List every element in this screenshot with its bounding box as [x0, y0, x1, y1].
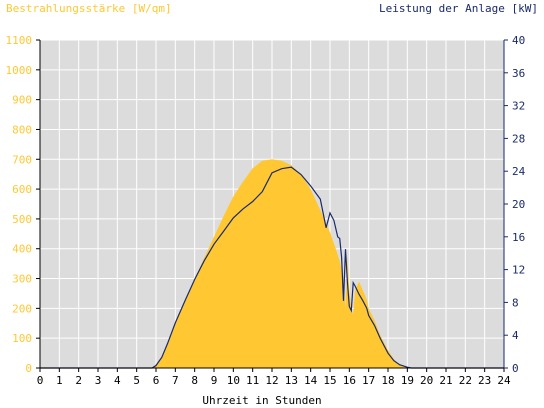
x-tick-label: 4: [114, 374, 121, 387]
x-tick-label: 17: [362, 374, 375, 387]
x-tick-label: 16: [343, 374, 356, 387]
right-tick-label: 16: [512, 231, 525, 244]
x-tick-label: 10: [227, 374, 240, 387]
x-tick-label: 22: [459, 374, 472, 387]
right-tick-label: 20: [512, 198, 525, 211]
irradiance-area: [40, 159, 504, 368]
right-axis-title: Leistung der Anlage [kW]: [379, 2, 538, 15]
x-axis-title: Uhrzeit in Stunden: [202, 394, 321, 407]
x-tick-label: 14: [304, 374, 318, 387]
x-tick-label: 9: [211, 374, 218, 387]
left-tick-label: 900: [12, 94, 32, 107]
x-tick-label: 6: [153, 374, 160, 387]
left-axis-title: Bestrahlungsstärke [W/qm]: [6, 2, 172, 15]
left-tick-label: 800: [12, 123, 32, 136]
x-tick-label: 18: [381, 374, 394, 387]
left-tick-label: 0: [25, 362, 32, 375]
left-tick-label: 100: [12, 332, 32, 345]
x-tick-label: 11: [246, 374, 259, 387]
x-tick-label: 21: [439, 374, 452, 387]
left-tick-label: 400: [12, 243, 32, 256]
irradiance-area-series: [40, 159, 504, 368]
right-tick-label: 32: [512, 100, 525, 113]
left-tick-label: 200: [12, 302, 32, 315]
x-tick-label: 5: [133, 374, 140, 387]
right-tick-label: 0: [512, 362, 519, 375]
power-line-series: [40, 166, 504, 369]
right-tick-label: 12: [512, 264, 525, 277]
x-tick-labels: 0 1 2 3 4 5 6 7 8 9 10 11 12 13 14 15 16 17 18 19 20 21 22 23 24: [37, 368, 511, 387]
x-tick-label: 12: [265, 374, 278, 387]
left-tick-label: 300: [12, 273, 32, 286]
right-tick-label: 8: [512, 296, 519, 309]
x-tick-label: 7: [172, 374, 179, 387]
left-tick-label: 700: [12, 153, 32, 166]
left-tick-label: 1100: [6, 34, 33, 47]
right-tick-label: 40: [512, 34, 525, 47]
right-tick-label: 4: [512, 329, 519, 342]
x-tick-label: 3: [95, 374, 102, 387]
x-tick-label: 0: [37, 374, 44, 387]
x-tick-label: 8: [191, 374, 198, 387]
x-tick-label: 24: [497, 374, 511, 387]
left-tick-label: 500: [12, 213, 32, 226]
right-tick-label: 28: [512, 132, 525, 145]
left-tick-labels: 0 100 200 300 400 500 600 700 800 900 1000 1100: [6, 34, 40, 375]
x-tick-label: 20: [420, 374, 433, 387]
power-line: [40, 166, 504, 369]
right-tick-label: 36: [512, 67, 525, 80]
x-tick-label: 23: [478, 374, 491, 387]
x-tick-label: 13: [285, 374, 298, 387]
x-tick-label: 2: [75, 374, 82, 387]
x-tick-label: 1: [56, 374, 63, 387]
left-tick-label: 1000: [6, 64, 33, 77]
x-tick-label: 15: [323, 374, 336, 387]
left-tick-label: 600: [12, 183, 32, 196]
right-tick-label: 24: [512, 165, 526, 178]
right-tick-labels: 0 4 8 12 16 20 24 28 32 36 40: [504, 34, 526, 375]
x-tick-label: 19: [401, 374, 414, 387]
